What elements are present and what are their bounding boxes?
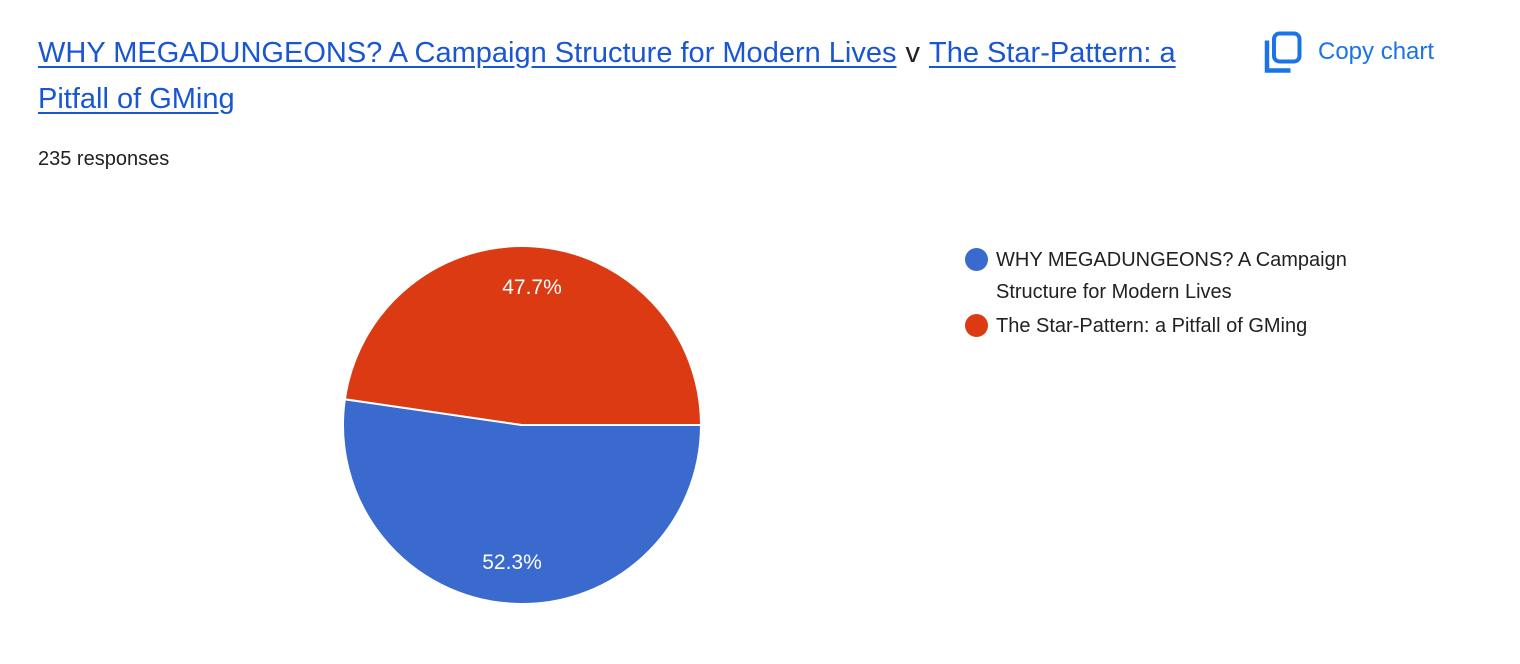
copy-chart-button[interactable]: Copy chart [1262,30,1434,74]
title-link-megadungeons[interactable]: WHY MEGADUNGEONS? A Campaign Structure f… [38,37,897,69]
responses-count: 235 responses [38,148,170,170]
legend-swatch-icon [965,314,988,337]
pie-chart: 52.3% 47.7% [341,244,703,606]
legend-swatch-icon [965,248,988,271]
slice-percentage-label: 52.3% [482,551,542,574]
pie-chart-svg: 52.3% 47.7% [342,245,702,605]
slice-percentage-label: 47.7% [502,276,562,299]
legend-label: The Star-Pattern: a Pitfall of GMing [996,315,1308,337]
title-separator: v [905,37,921,69]
legend-label: WHY MEGADUNGEONS? A Campaign Structure f… [996,249,1347,303]
copy-chart-label: Copy chart [1318,38,1435,65]
chart-legend: WHY MEGADUNGEONS? A Campaign Structure f… [965,244,1425,342]
chart-title: WHY MEGADUNGEONS? A Campaign Structure f… [38,30,1198,122]
pie-slice[interactable] [342,398,702,605]
title-link-star-pattern[interactable]: The Star-Pattern: a Pitfall of GMing [38,37,1176,115]
pie-slice[interactable] [343,245,702,426]
copy-icon [1264,31,1302,73]
legend-item: WHY MEGADUNGEONS? A Campaign Structure f… [965,244,1425,308]
legend-item: The Star-Pattern: a Pitfall of GMing [965,310,1425,342]
